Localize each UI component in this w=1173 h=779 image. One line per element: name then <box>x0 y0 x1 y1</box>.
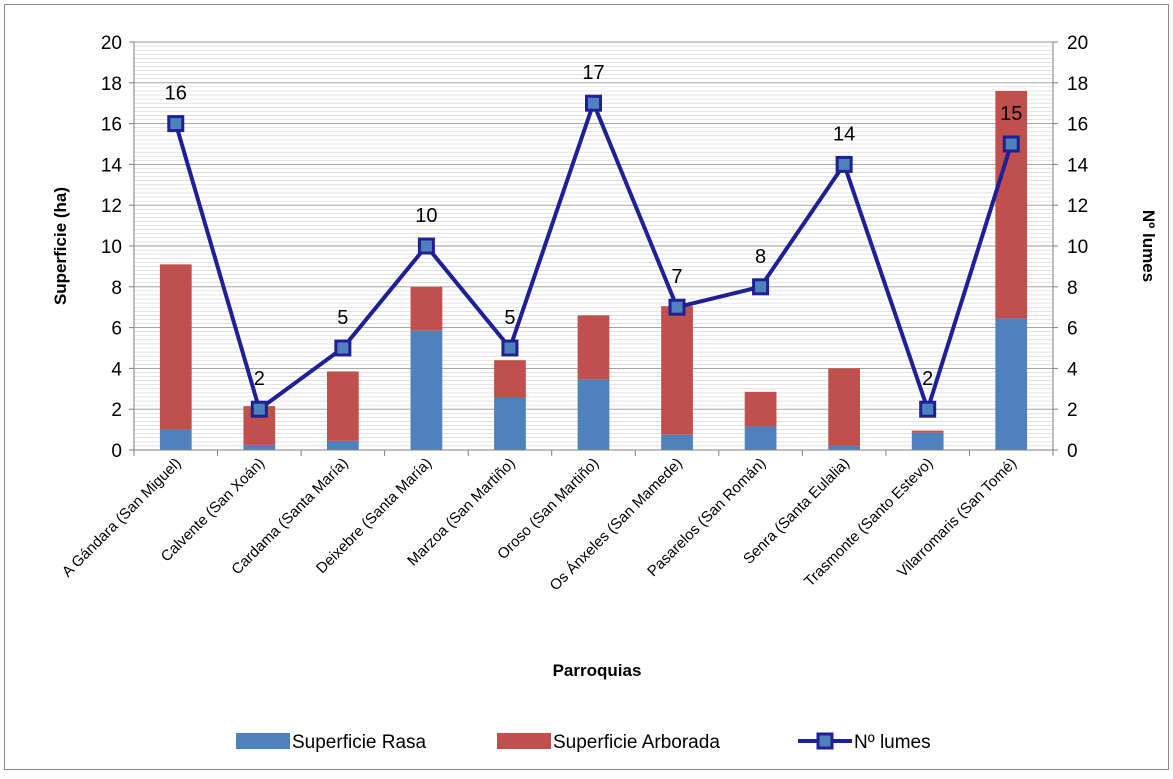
line-marker <box>167 115 185 133</box>
bar-superficie-arborada <box>995 90 1028 319</box>
bar-superficie-rasa <box>410 330 443 450</box>
data-label: 7 <box>671 266 682 288</box>
bar-superficie-rasa <box>744 426 777 450</box>
y2-tick-label: 0 <box>1067 441 1078 462</box>
y-tick-label: 16 <box>101 115 122 136</box>
y-tick-label: 4 <box>111 359 122 380</box>
data-label: 10 <box>415 205 437 227</box>
y2-tick-label: 14 <box>1067 155 1089 176</box>
line-marker <box>501 339 519 357</box>
y2-tick-label: 2 <box>1067 400 1078 421</box>
y-axis-title: Superficie (ha) <box>51 187 70 305</box>
y2-tick-label: 10 <box>1067 237 1088 258</box>
y-tick-label: 18 <box>101 74 122 95</box>
data-label: 15 <box>1000 103 1022 125</box>
y-tick-label: 20 <box>101 33 122 54</box>
data-label: 14 <box>833 123 855 145</box>
y-tick-label: 10 <box>101 237 122 258</box>
bar-superficie-rasa <box>911 432 944 450</box>
data-label: 2 <box>254 368 265 390</box>
bar-superficie-rasa <box>243 444 276 450</box>
line-marker <box>250 400 268 418</box>
y-tick-label: 14 <box>101 155 123 176</box>
data-label: 17 <box>582 62 604 84</box>
y2-tick-label: 12 <box>1067 196 1088 217</box>
line-marker <box>919 400 937 418</box>
line-marker <box>835 155 853 173</box>
data-label: 16 <box>165 83 187 105</box>
bar-superficie-arborada <box>828 368 861 446</box>
data-label: 5 <box>504 307 515 329</box>
y-tick-label: 0 <box>111 441 122 462</box>
line-marker <box>668 298 686 316</box>
bar-superficie-arborada <box>326 371 359 441</box>
data-label: 5 <box>337 307 348 329</box>
legend-swatch <box>236 733 290 749</box>
bar-superficie-arborada <box>661 306 693 435</box>
y-tick-label: 6 <box>111 319 122 340</box>
legend-item: Nº lumes <box>798 732 931 753</box>
legend-label: Nº lumes <box>854 732 931 753</box>
legend-marker <box>816 732 834 750</box>
legend-item: Superficie Arborada <box>497 732 720 753</box>
y2-tick-label: 8 <box>1067 278 1078 299</box>
data-label: 2 <box>922 368 933 390</box>
bar-superficie-arborada <box>744 391 777 427</box>
y2-tick-label: 4 <box>1067 359 1078 380</box>
line-marker <box>752 278 770 296</box>
data-label: 8 <box>755 246 766 268</box>
legend-item: Superficie Rasa <box>236 732 427 753</box>
legend-swatch <box>497 733 551 749</box>
y2-axis-title: Nº lumes <box>1139 210 1158 282</box>
bar-superficie-rasa <box>494 397 526 450</box>
legend: Superficie Rasa Superficie Arborada Nº lum… <box>236 732 931 753</box>
bar-superficie-arborada <box>159 264 192 430</box>
line-marker <box>585 94 602 112</box>
labels: 16 2 5 10 5 17 7 8 14 2 15 <box>165 62 1023 390</box>
x-axis-title: Parroquias <box>553 661 642 680</box>
bar-superficie-arborada <box>911 430 944 433</box>
y2-tick-label: 20 <box>1067 33 1088 54</box>
bar-superficie-rasa <box>159 429 192 450</box>
line-marker <box>1002 135 1020 153</box>
legend-label: Superficie Arborada <box>553 732 720 753</box>
bar-superficie-rasa <box>577 379 610 450</box>
y-tick-label: 8 <box>111 278 122 299</box>
bars <box>159 90 1028 450</box>
line-marker <box>417 237 435 255</box>
bar-superficie-rasa <box>661 434 693 450</box>
bar-superficie-arborada <box>494 360 526 398</box>
bar-superficie-arborada <box>410 286 443 331</box>
bar-superficie-rasa <box>828 445 861 450</box>
y2-tick-label: 6 <box>1067 319 1078 340</box>
y-tick-label: 2 <box>111 400 122 421</box>
line-series <box>167 94 1020 418</box>
y2-tick-label: 18 <box>1067 74 1088 95</box>
line-marker <box>334 339 352 357</box>
y-tick-label: 12 <box>101 196 122 217</box>
bar-superficie-arborada <box>577 315 610 380</box>
bar-superficie-rasa <box>995 318 1028 450</box>
bar-superficie-rasa <box>326 440 359 450</box>
y2-tick-label: 16 <box>1067 115 1088 136</box>
legend-label: Superficie Rasa <box>292 732 427 753</box>
